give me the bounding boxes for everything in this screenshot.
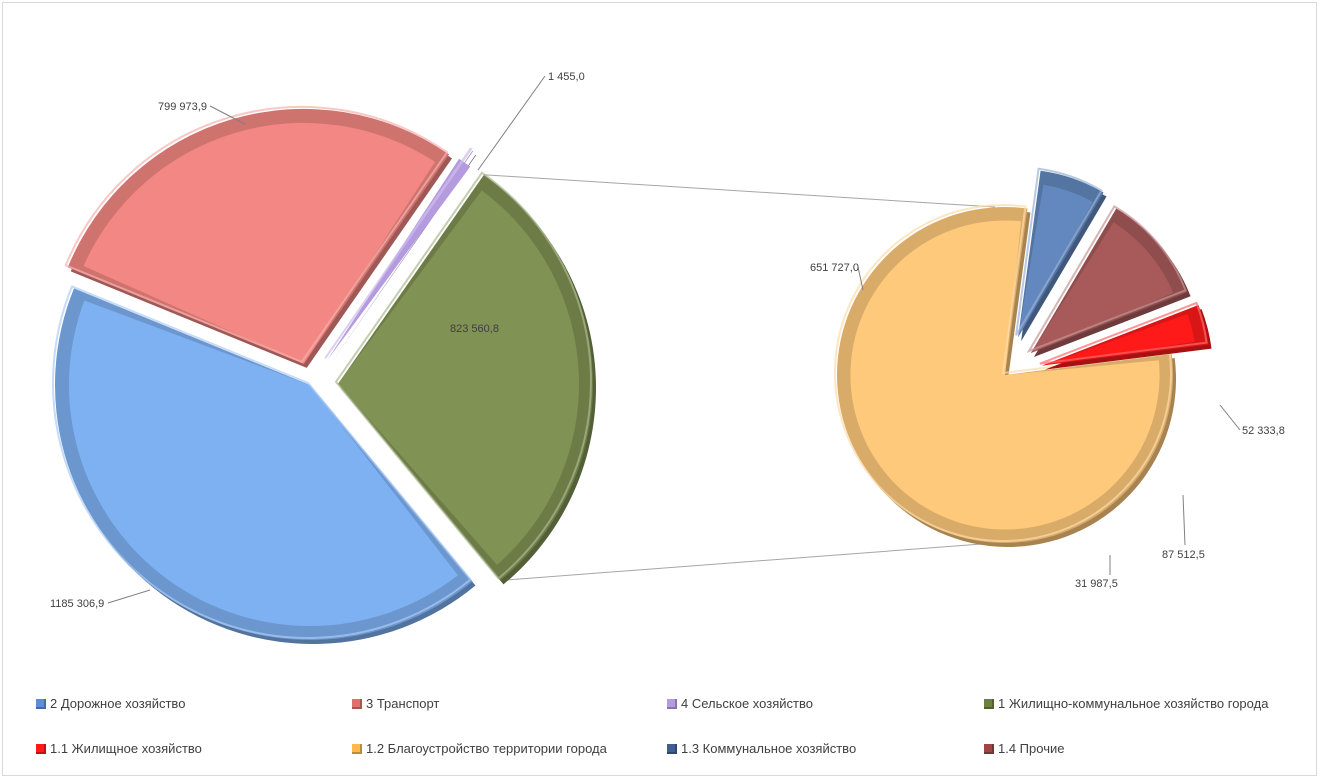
secondary-data-label: 31 987,5 bbox=[1075, 578, 1118, 590]
legend-label: 1.3 Коммунальное хозяйство bbox=[681, 741, 857, 756]
data-labels: 1185 306,9 799 973,9 1 455,0 823 560,8 651 7… bbox=[50, 71, 1285, 610]
legend-label: 2 Дорожное хозяйство bbox=[50, 696, 186, 711]
legend-label: 1.2 Благоустройство территории города bbox=[366, 741, 607, 756]
primary-data-label: 799 973,9 bbox=[158, 101, 207, 113]
secondary-pie bbox=[834, 167, 1212, 547]
primary-slice-4-сельское-хозяйство[interactable] bbox=[327, 158, 471, 361]
primary-leader-line bbox=[209, 105, 246, 125]
legend-item-housing-utilities: 1 Жилищно-коммунальное хозяйство города bbox=[984, 696, 1268, 711]
secondary-leader-line bbox=[1219, 404, 1241, 431]
legend-swatch bbox=[352, 743, 362, 754]
secondary-slice-highlight bbox=[1026, 204, 1187, 353]
primary-leader-line bbox=[477, 75, 546, 171]
primary-slice-highlight bbox=[334, 171, 592, 580]
legend-item-communal: 1.3 Коммунальное хозяйство bbox=[667, 741, 856, 756]
legend-swatch bbox=[984, 698, 994, 709]
legend-swatch bbox=[984, 743, 994, 754]
primary-data-label: 1 455,0 bbox=[548, 71, 585, 83]
primary-data-label: 823 560,8 bbox=[450, 323, 499, 335]
pie-of-pie-chart: 1185 306,9 799 973,9 1 455,0 823 560,8 651 7… bbox=[50, 71, 1285, 645]
legend-swatch bbox=[667, 698, 677, 709]
legend-item-housing: 1.1 Жилищное хозяйство bbox=[36, 741, 202, 756]
secondary-slice-highlight bbox=[834, 204, 1173, 542]
secondary-data-label: 87 512,5 bbox=[1162, 549, 1205, 561]
secondary-leader-line bbox=[857, 266, 864, 291]
legend-swatch bbox=[36, 698, 46, 709]
primary-slice-2-дорожное-хозяйство[interactable] bbox=[68, 300, 458, 626]
connector-line-bottom bbox=[500, 542, 996, 581]
legend-label: 3 Транспорт bbox=[366, 696, 440, 711]
secondary-data-label: 52 333,8 bbox=[1242, 425, 1285, 437]
legend-item-other: 1.4 Прочие bbox=[984, 741, 1064, 756]
secondary-slice-1-2-благоустройство-территории-города[interactable] bbox=[850, 220, 1160, 530]
primary-slice-highlight bbox=[52, 285, 472, 639]
primary-slice-3-транспорт[interactable] bbox=[83, 122, 436, 364]
leader-lines bbox=[107, 75, 1241, 604]
secondary-leader-line bbox=[1182, 494, 1186, 546]
legend-item-road: 2 Дорожное хозяйство bbox=[36, 696, 185, 711]
primary-slice-highlight bbox=[324, 147, 473, 359]
legend-item-landscaping: 1.2 Благоустройство территории города bbox=[352, 741, 607, 756]
legend-swatch bbox=[667, 743, 677, 754]
secondary-slice-rim bbox=[1041, 304, 1209, 366]
secondary-data-label: 651 727,0 bbox=[810, 262, 859, 274]
connector-line-top bbox=[483, 174, 996, 208]
legend-swatch bbox=[352, 698, 362, 709]
secondary-slice-highlight bbox=[1015, 167, 1103, 336]
primary-pie bbox=[52, 105, 596, 645]
legend-label: 4 Сельское хозяйство bbox=[681, 696, 813, 711]
legend-label: 1.4 Прочие bbox=[998, 741, 1065, 756]
legend-item-transport: 3 Транспорт bbox=[352, 696, 439, 711]
secondary-slice-highlight bbox=[1039, 301, 1208, 365]
legend-item-agriculture: 4 Сельское хозяйство bbox=[667, 696, 813, 711]
secondary-slice-1-1-жилищное-хозяйство[interactable] bbox=[1041, 314, 1195, 366]
legend: 2 Дорожное хозяйство 3 Транспорт 4 Сельс… bbox=[0, 680, 1321, 780]
primary-leader-line bbox=[107, 589, 151, 604]
legend-label: 1.1 Жилищное хозяйство bbox=[50, 741, 202, 756]
primary-slice-highlight bbox=[64, 105, 449, 364]
secondary-slice-1-4-прочие[interactable] bbox=[1030, 222, 1174, 354]
legend-swatch bbox=[36, 743, 46, 754]
primary-slice-1-жилищно-коммунальное-хозяйство-города[interactable] bbox=[337, 190, 579, 565]
legend-label: 1 Жилищно-коммунальное хозяйство города bbox=[998, 696, 1269, 711]
connector-lines bbox=[483, 174, 996, 581]
primary-data-label: 1185 306,9 bbox=[50, 598, 104, 610]
